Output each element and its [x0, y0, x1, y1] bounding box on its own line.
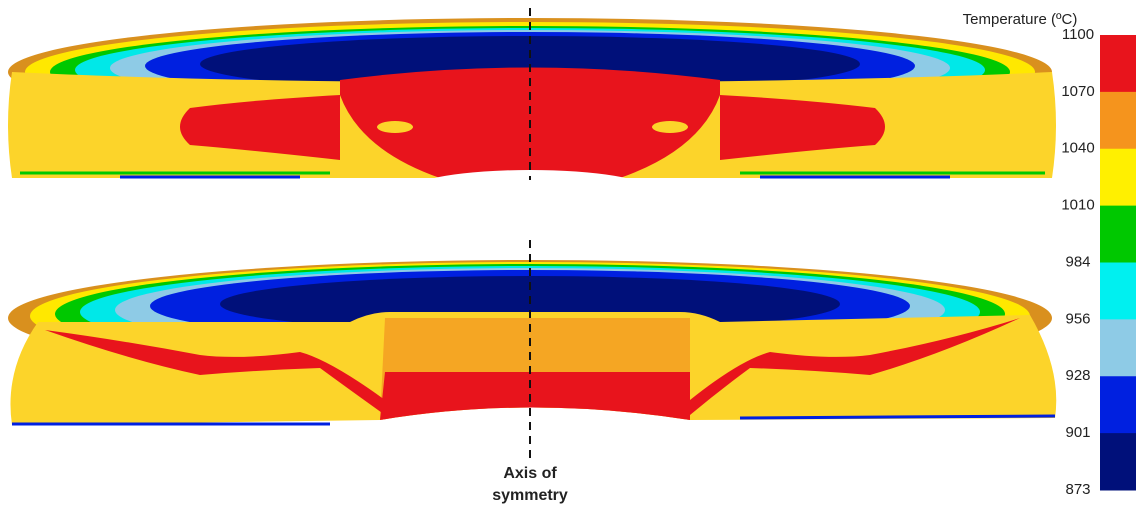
colorbar-swatch	[1100, 149, 1136, 206]
colorbar-label: 1070	[1061, 83, 1094, 100]
colorbar-label: 901	[1065, 424, 1090, 441]
colorbar-label: 984	[1065, 253, 1090, 270]
colorbar-label: 873	[1065, 481, 1090, 498]
colorbar-label: 956	[1065, 310, 1090, 327]
colorbar-swatch	[1100, 433, 1136, 490]
colorbar-swatch	[1100, 319, 1136, 376]
colorbar-label: 928	[1065, 367, 1090, 384]
colorbar-label: 1010	[1061, 197, 1094, 214]
colorbar-label: 1100	[1062, 26, 1094, 43]
colorbar-label: 1040	[1061, 140, 1094, 157]
colorbar-swatch	[1100, 35, 1136, 92]
colorbar-swatch	[1100, 376, 1136, 433]
axis-label: symmetry	[492, 487, 568, 504]
colorbar-swatch	[1100, 263, 1136, 320]
colorbar-swatch	[1100, 92, 1136, 149]
colorbar: 1100 1070 1040 1010 984 956 928 901 873	[1061, 26, 1136, 498]
colorbar-swatch	[1100, 206, 1136, 263]
top-disc	[8, 18, 1056, 210]
axis-label: Axis of	[503, 465, 557, 482]
bottom-disc	[8, 260, 1056, 425]
colorbar-title: Temperature (ºC)	[963, 11, 1078, 28]
figure: Axis of symmetry Temperature (ºC) 1100 10…	[0, 0, 1136, 507]
